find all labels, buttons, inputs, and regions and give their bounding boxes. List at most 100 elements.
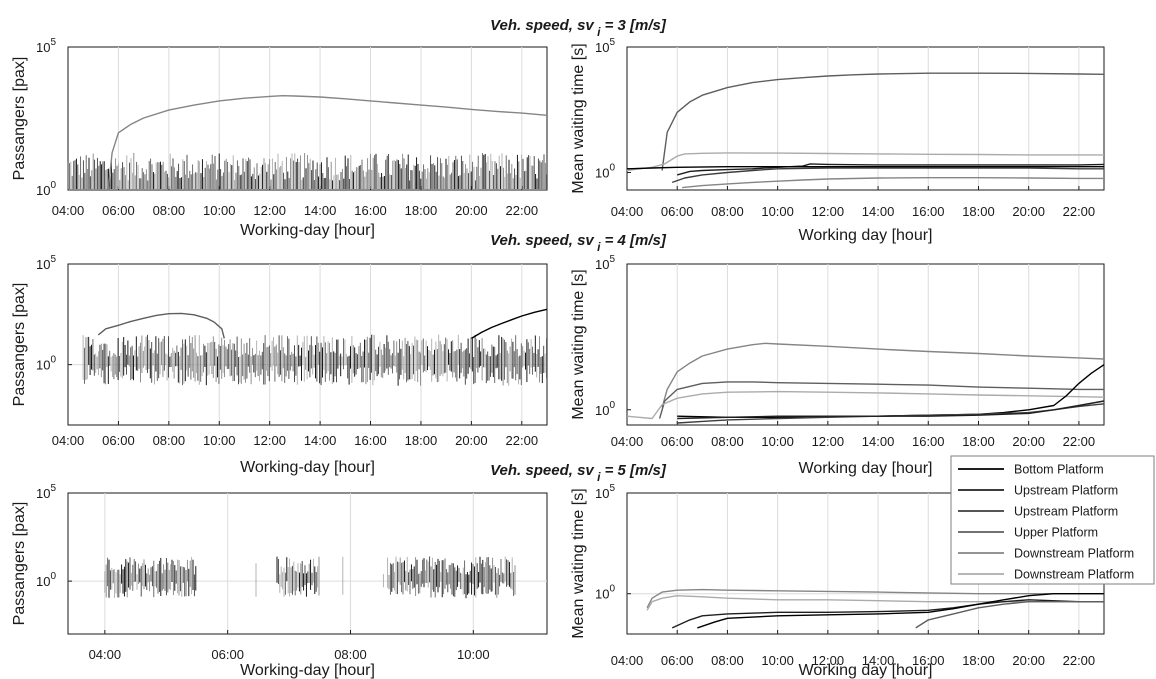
- x-tick-label: 14:00: [304, 433, 337, 448]
- series-line-1: [661, 342, 1105, 408]
- series-line-1: [646, 588, 1104, 609]
- x-tick-label: 08:00: [153, 433, 186, 448]
- x-tick-label: 10:00: [761, 204, 794, 219]
- x-tick-label: 14:00: [862, 434, 895, 449]
- x-tick-label: 20:00: [455, 433, 488, 448]
- x-tick-label: 08:00: [153, 203, 186, 218]
- x-axis-label: Working day [hour]: [799, 460, 933, 477]
- legend: Bottom Platform Upstream Platform Upstream…: [950, 455, 1155, 585]
- x-tick-label: 18:00: [962, 204, 995, 219]
- x-tick-label: 16:00: [354, 433, 387, 448]
- chart-panel-2: 04:00 06:00 08:00 10:00 12:00 14:00 16:00 18:00…: [570, 37, 1105, 244]
- legend-label: Downstream Platform: [1014, 568, 1134, 582]
- legend-label: Upper Platform: [1014, 526, 1098, 540]
- x-tick-label: 16:00: [354, 203, 387, 218]
- series-line-2: [646, 595, 1104, 611]
- legend-box: [950, 455, 1155, 585]
- series-line-3: [677, 163, 1105, 176]
- series-line-2: [658, 381, 1104, 419]
- x-tick-label: 18:00: [405, 203, 438, 218]
- series-line-3: [626, 390, 1105, 420]
- x-axis-label: Working-day [hour]: [240, 459, 375, 476]
- chart-panel-4: 04:00 06:00 08:00 10:00 12:00 14:00 16:00 18:00…: [570, 254, 1105, 477]
- y-tick-label: 100: [595, 162, 615, 180]
- x-tick-label: 04:00: [611, 204, 644, 219]
- x-tick-label: 08:00: [711, 653, 744, 668]
- x-tick-label: 04:00: [89, 647, 122, 662]
- x-tick-label: 10:00: [203, 203, 236, 218]
- series-line-4: [697, 593, 1104, 629]
- chart-panel-1: 04:00 06:00 08:00 10:00 12:00 14:00 16:00 18:00…: [11, 37, 548, 239]
- series-line-1: [107, 94, 548, 191]
- x-tick-label: 06:00: [102, 203, 135, 218]
- x-tick-label: 12:00: [812, 204, 845, 219]
- x-tick-label: 18:00: [405, 433, 438, 448]
- x-tick-label: 18:00: [962, 653, 995, 668]
- x-tick-label: 12:00: [253, 433, 286, 448]
- legend-label: Downstream Platform: [1014, 547, 1134, 561]
- x-tick-label: 08:00: [711, 204, 744, 219]
- row-title-1: Veh. speed, sv i = 3 [m/s]: [490, 17, 667, 39]
- x-tick-label: 08:00: [334, 647, 367, 662]
- legend-label: Upstream Platform: [1014, 505, 1118, 519]
- x-tick-label: 10:00: [203, 433, 236, 448]
- y-tick-label: 100: [36, 355, 56, 373]
- y-axis-label: Passangers [pax]: [11, 57, 28, 181]
- x-tick-label: 06:00: [102, 433, 135, 448]
- y-axis-label: Passangers [pax]: [11, 502, 28, 626]
- x-tick-label: 20:00: [1012, 204, 1045, 219]
- legend-label: Upstream Platform: [1014, 484, 1118, 498]
- y-tick-label: 100: [36, 180, 56, 198]
- y-tick-label: 105: [595, 37, 615, 55]
- series-line-5: [915, 601, 1104, 629]
- x-axis-label: Working day [hour]: [799, 227, 933, 244]
- chart-panel-3: 04:00 06:00 08:00 10:00 12:00 14:00 16:00 18:00…: [11, 254, 548, 476]
- y-tick-label: 105: [595, 254, 615, 272]
- x-tick-label: 04:00: [611, 434, 644, 449]
- x-tick-label: 18:00: [962, 434, 995, 449]
- x-tick-label: 04:00: [611, 653, 644, 668]
- x-tick-label: 14:00: [862, 204, 895, 219]
- x-tick-label: 12:00: [812, 434, 845, 449]
- y-tick-label: 105: [36, 37, 56, 55]
- x-tick-label: 14:00: [304, 203, 337, 218]
- x-tick-label: 10:00: [457, 647, 490, 662]
- x-axis-label: Working-day [hour]: [240, 222, 375, 239]
- series-line-5: [682, 176, 1104, 189]
- series-line-2: [626, 152, 1104, 172]
- x-axis-label: Working day [hour]: [799, 662, 933, 679]
- series-line-1: [97, 312, 225, 339]
- x-tick-label: 12:00: [812, 653, 845, 668]
- row-title-3: Veh. speed, sv i = 5 [m/s]: [490, 462, 667, 484]
- row-title-2: Veh. speed, sv i = 4 [m/s]: [490, 232, 667, 254]
- y-axis-label: Mean waiting time [s]: [570, 269, 587, 419]
- x-tick-label: 20:00: [1012, 653, 1045, 668]
- x-tick-label: 20:00: [455, 203, 488, 218]
- series-line-3: [671, 599, 1104, 629]
- y-tick-label: 100: [595, 400, 615, 418]
- y-tick-label: 100: [595, 584, 615, 602]
- x-tick-label: 22:00: [1063, 204, 1096, 219]
- x-tick-label: 06:00: [211, 647, 244, 662]
- x-tick-label: 04:00: [52, 203, 85, 218]
- x-tick-label: 12:00: [253, 203, 286, 218]
- series-line-4: [671, 167, 1104, 184]
- y-tick-label: 100: [36, 571, 56, 589]
- plot-area: [626, 263, 1105, 426]
- x-tick-label: 14:00: [862, 653, 895, 668]
- y-tick-label: 105: [595, 483, 615, 501]
- x-tick-label: 06:00: [661, 653, 694, 668]
- x-tick-label: 06:00: [661, 204, 694, 219]
- series-line-6: [626, 165, 1104, 170]
- x-tick-label: 06:00: [661, 434, 694, 449]
- series-line-1: [661, 72, 1105, 171]
- x-tick-label: 22:00: [506, 203, 539, 218]
- x-tick-label: 22:00: [1063, 653, 1096, 668]
- y-tick-label: 105: [36, 483, 56, 501]
- x-tick-label: 16:00: [912, 653, 945, 668]
- x-tick-label: 22:00: [1063, 434, 1096, 449]
- x-tick-label: 16:00: [912, 434, 945, 449]
- x-tick-label: 10:00: [761, 434, 794, 449]
- series-line-2: [471, 308, 548, 340]
